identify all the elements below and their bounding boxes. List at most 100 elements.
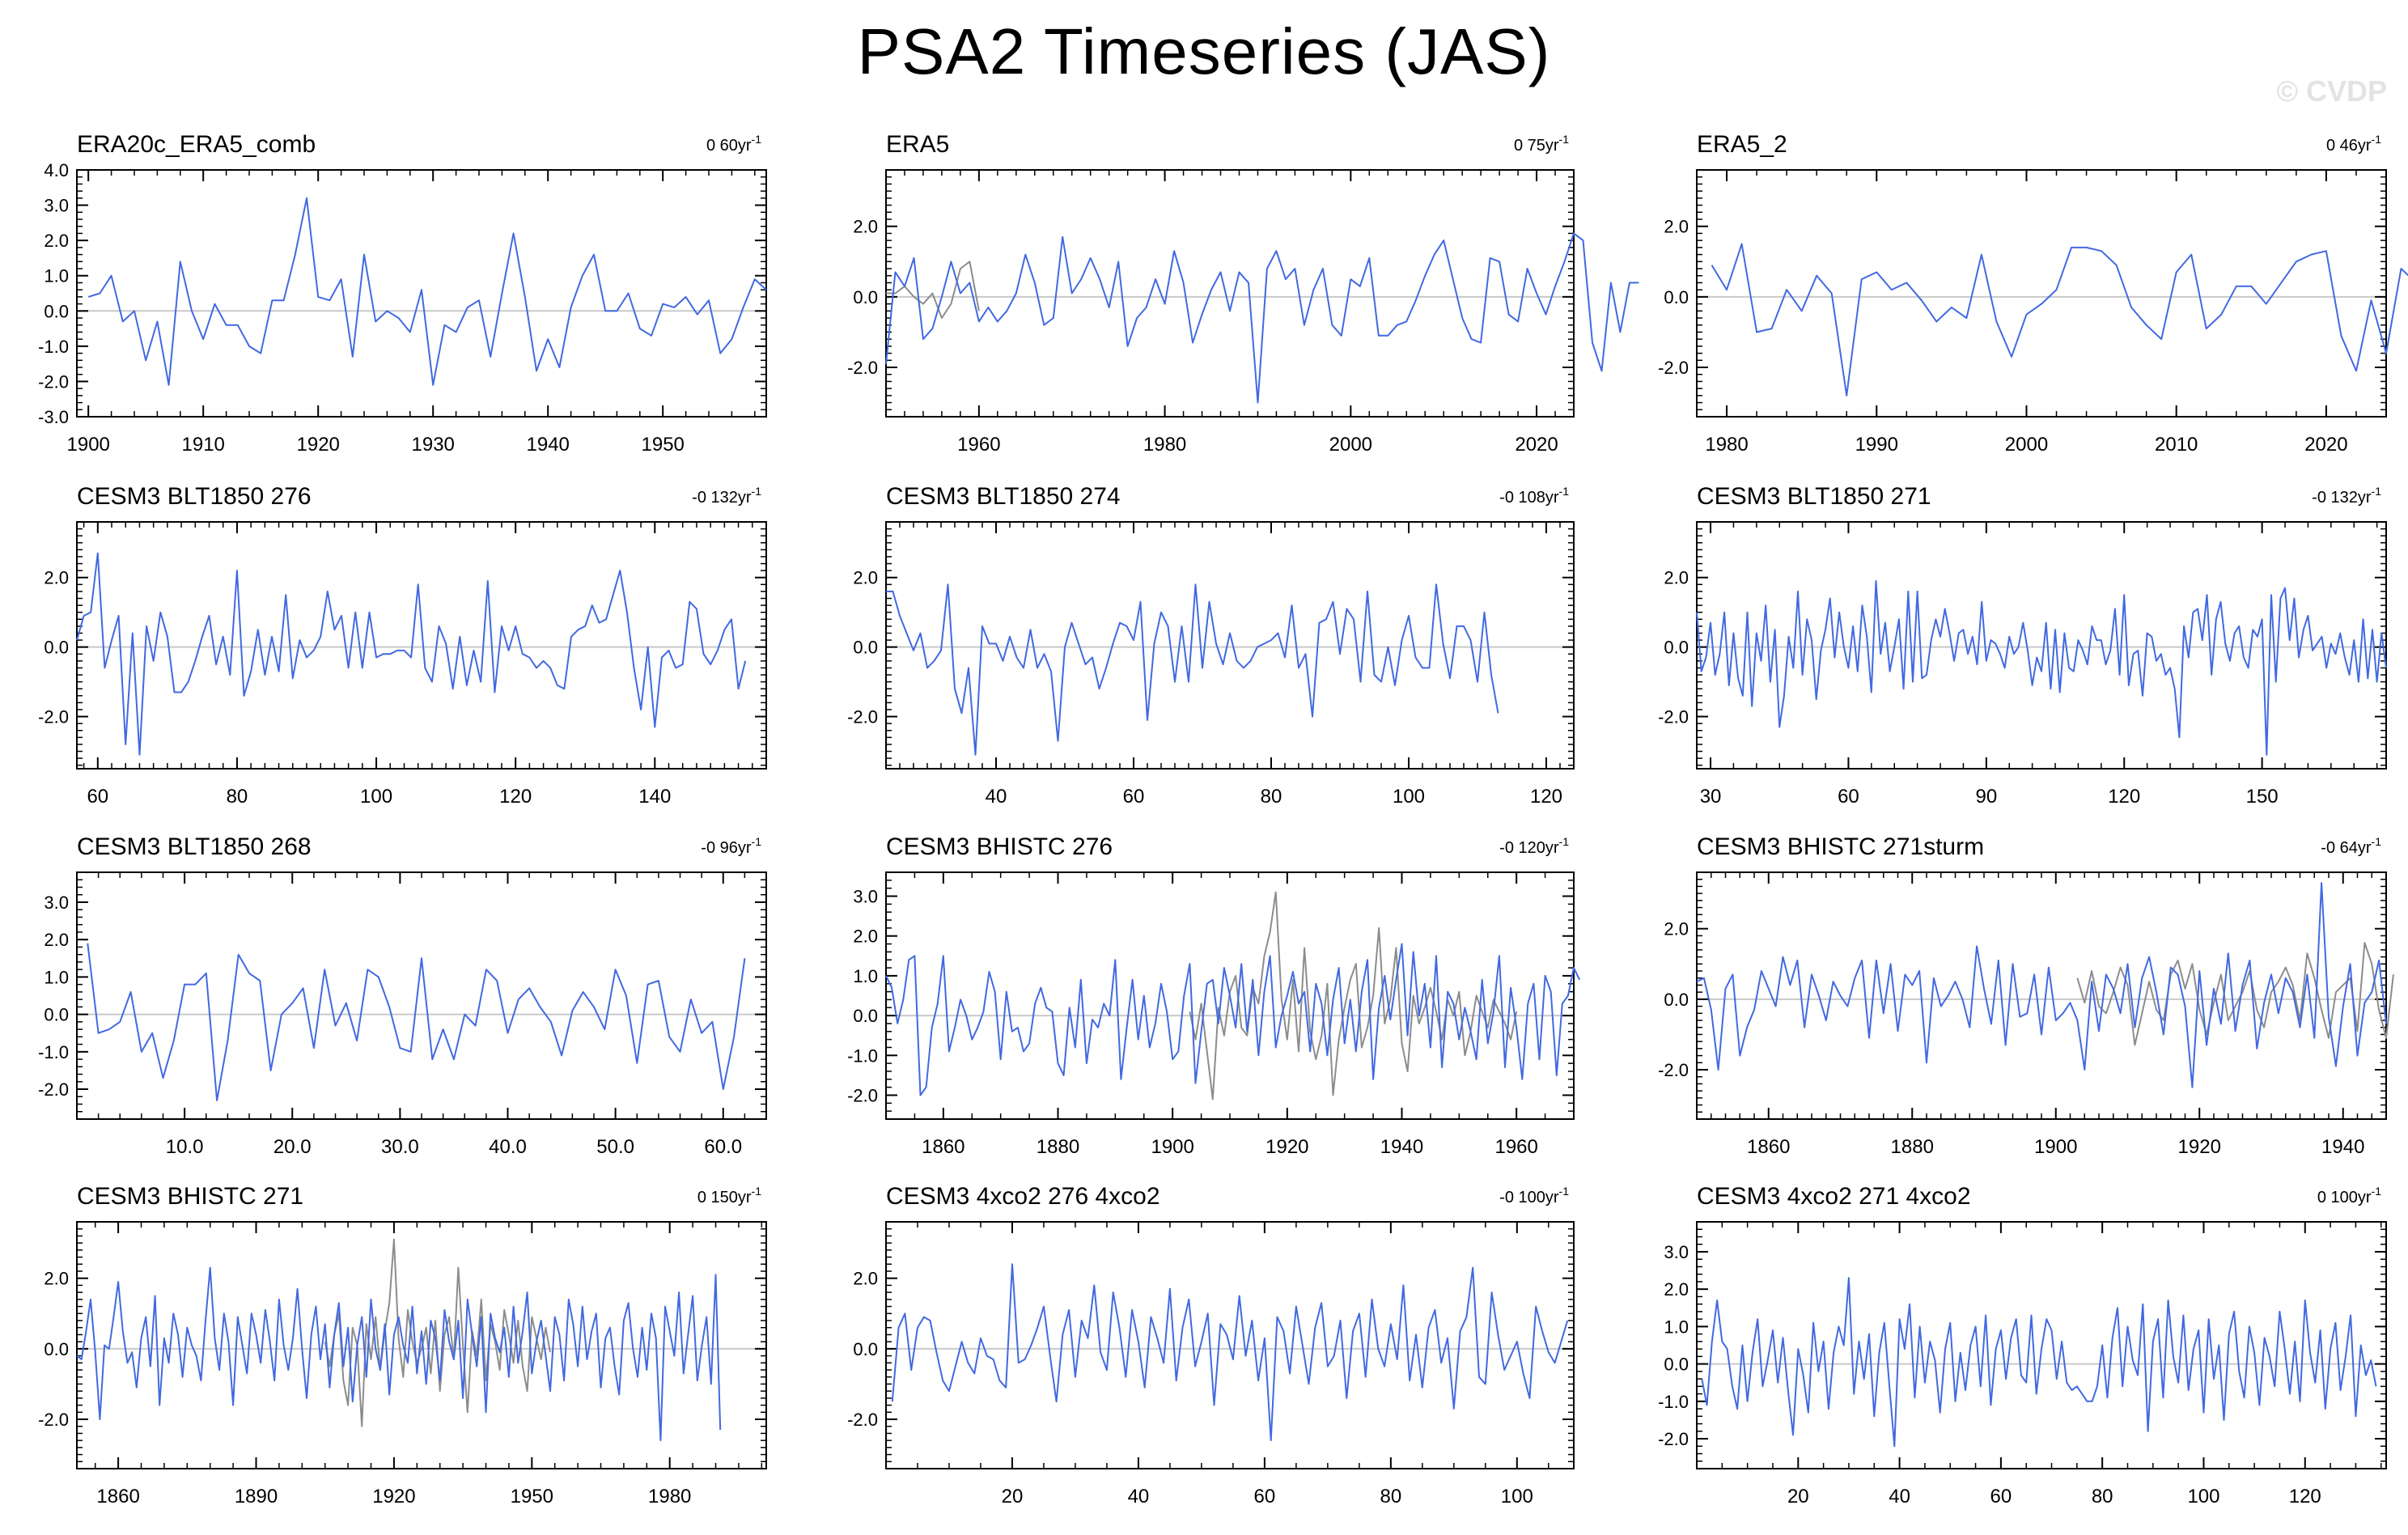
plot-frame	[76, 1221, 767, 1469]
y-tick-label: -1.0	[38, 1042, 69, 1062]
x-tick-label: 1950	[511, 1486, 553, 1507]
panel-title: CESM3 BLT1850 276	[77, 483, 312, 510]
y-tick-label: 2.0	[1664, 919, 1689, 939]
chart-panel: ERA5 0 75yr-1 1960 1980 2000 2020 -2.0 0.0 2.0	[847, 131, 1639, 456]
y-tick-label: -1.0	[1658, 1392, 1689, 1412]
x-tick-label: 60.0	[704, 1136, 742, 1158]
y-tick-label: -2.0	[847, 1410, 878, 1430]
x-tick-label: 60	[1123, 786, 1145, 808]
x-tick-label: 1960	[957, 434, 1000, 456]
panel-title: CESM3 BLT1850 274	[886, 483, 1121, 510]
x-tick-label: 1900	[67, 434, 110, 456]
y-tick-label: 3.0	[44, 893, 69, 913]
trend-label: -0 132yr-1	[2312, 485, 2381, 507]
y-tick-label: 0.0	[44, 1339, 69, 1359]
x-tick-label: 2020	[2304, 434, 2347, 456]
y-tick-label: -2.0	[38, 707, 69, 727]
y-tick-label: 2.0	[44, 1269, 69, 1289]
series-line	[76, 1266, 722, 1442]
trend-label: -0 100yr-1	[1499, 1185, 1569, 1206]
series-line	[885, 232, 1639, 404]
y-tick-label: 4.0	[44, 160, 69, 180]
x-tick-label: 1920	[2178, 1136, 2221, 1158]
plot-frame	[885, 169, 1575, 418]
trend-label: -0 108yr-1	[1499, 485, 1569, 507]
y-tick-label: 2.0	[1664, 217, 1689, 237]
y-tick-label: 0.0	[1664, 287, 1689, 307]
x-tick-label: 100	[1501, 1486, 1533, 1507]
y-tick-label: 0.0	[44, 638, 69, 658]
x-tick-label: 120	[2108, 786, 2140, 808]
chart-panel: CESM3 4xco2 276 4xco2 -0 100yr-1 20 40 60 80 1…	[847, 1183, 1575, 1507]
x-tick-label: 40	[1889, 1486, 1910, 1507]
y-tick-label: 3.0	[1664, 1242, 1689, 1262]
x-tick-label: 2000	[1329, 434, 1372, 456]
y-tick-label: 2.0	[1664, 1279, 1689, 1300]
x-tick-label: 1920	[297, 434, 340, 456]
x-tick-label: 30.0	[381, 1136, 419, 1158]
panel-title: ERA5_2	[1697, 131, 1787, 158]
chart-panel: CESM3 BLT1850 274 -0 108yr-1 40 60 80 100 120 -…	[847, 483, 1575, 808]
plot-frame	[1696, 1221, 2387, 1469]
x-tick-label: 1980	[1705, 434, 1748, 456]
trend-label: -0 64yr-1	[2321, 835, 2381, 857]
trend-label: 0 75yr-1	[1514, 133, 1569, 155]
trend-superscript: -1	[1559, 1185, 1570, 1198]
x-tick-label: 10.0	[166, 1136, 204, 1158]
chart-panel: CESM3 BLT1850 271 -0 132yr-1 30 60 90 120 150 -…	[1658, 483, 2387, 808]
trend-superscript: -1	[752, 835, 762, 848]
trend-superscript: -1	[2372, 133, 2382, 146]
y-tick-label: 3.0	[44, 196, 69, 216]
trend-superscript: -1	[1559, 485, 1570, 498]
x-tick-label: 1880	[1891, 1136, 1934, 1158]
x-tick-label: 1960	[1494, 1136, 1537, 1158]
series-line	[87, 197, 767, 386]
plot-frame	[76, 169, 767, 418]
x-tick-label: 1920	[372, 1486, 415, 1507]
x-tick-label: 1990	[1855, 434, 1898, 456]
x-tick-label: 1860	[96, 1486, 139, 1507]
y-tick-label: 0.0	[44, 1005, 69, 1025]
y-tick-label: -3.0	[38, 407, 69, 427]
y-tick-label: 2.0	[44, 568, 69, 588]
x-tick-label: 2000	[2005, 434, 2048, 456]
plot-frame	[76, 521, 767, 770]
panel-title: CESM3 BHISTC 276	[886, 833, 1113, 860]
y-tick-label: 0.0	[853, 1006, 878, 1026]
y-tick-label: 1.0	[44, 967, 69, 987]
series-line	[1701, 1277, 2377, 1448]
series-line	[885, 943, 1581, 1096]
chart-panel: ERA20c_ERA5_comb 0 60yr-1 1900 1910 1920 1930…	[38, 131, 767, 456]
y-tick-label: 2.0	[853, 217, 878, 237]
x-tick-label: 1890	[235, 1486, 278, 1507]
trend-superscript: -1	[752, 1185, 762, 1198]
x-tick-label: 100	[1393, 786, 1425, 808]
y-tick-label: 1.0	[44, 266, 69, 286]
panel-title: ERA20c_ERA5_comb	[77, 131, 316, 158]
series-line	[891, 1263, 1569, 1442]
x-tick-label: 1920	[1265, 1136, 1308, 1158]
x-tick-label: 1900	[2034, 1136, 2077, 1158]
trend-superscript: -1	[752, 485, 762, 498]
x-tick-label: 120	[1530, 786, 1562, 808]
y-tick-label: -2.0	[1658, 1429, 1689, 1449]
plot-frame	[885, 1221, 1575, 1469]
series-line	[1711, 243, 2408, 396]
y-tick-label: 0.0	[853, 1339, 878, 1359]
page-title: PSA2 Timeseries (JAS)	[857, 15, 1551, 87]
x-tick-label: 1860	[922, 1136, 964, 1158]
trend-label: 0 60yr-1	[706, 133, 761, 155]
panel-title: CESM3 BHISTC 271sturm	[1697, 833, 1984, 860]
y-tick-label: 1.0	[853, 966, 878, 986]
x-tick-label: 40	[986, 786, 1007, 808]
panel-title: CESM3 BLT1850 268	[77, 833, 312, 860]
x-tick-label: 1980	[648, 1486, 691, 1507]
y-tick-label: 0.0	[44, 301, 69, 321]
trend-label: -0 132yr-1	[692, 485, 761, 507]
trend-label: -0 96yr-1	[701, 835, 761, 857]
x-tick-label: 90	[1975, 786, 1997, 808]
series-line	[87, 943, 746, 1101]
x-tick-label: 120	[499, 786, 532, 808]
x-tick-label: 20	[1787, 1486, 1809, 1507]
